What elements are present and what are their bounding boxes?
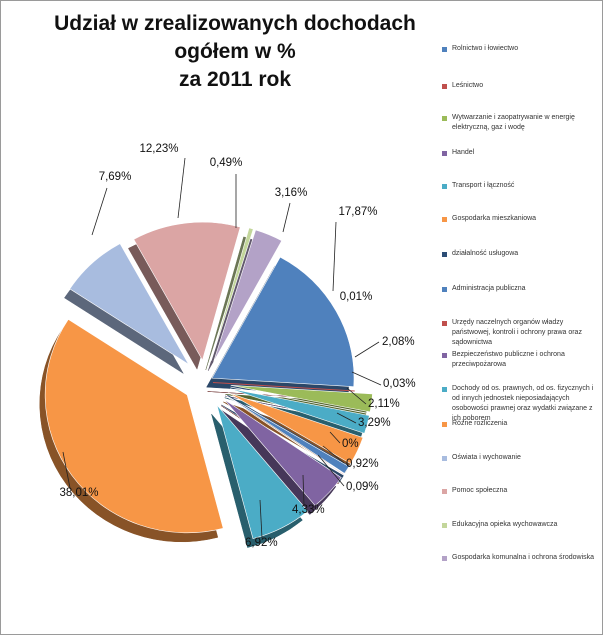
legend-label: Bezpieczeństwo publiczne i ochrona przec…	[452, 351, 565, 368]
legend-label: Oświata i wychowanie	[452, 454, 521, 461]
legend-label: Gospodarka mieszkaniowa	[452, 215, 537, 222]
leader-line	[317, 454, 345, 487]
legend-swatch	[442, 287, 447, 292]
legend-label: Leśnictwo	[452, 82, 484, 89]
data-label: 0,03%	[383, 378, 416, 390]
legend-label: Edukacyjna opieka wychowawcza	[452, 521, 558, 528]
data-label: 38,01%	[59, 487, 98, 499]
data-label: 7,69%	[99, 171, 132, 183]
pie-slice-10	[223, 399, 342, 506]
legend-swatch	[442, 387, 447, 392]
legend-swatch	[442, 456, 447, 461]
legend-swatch	[442, 489, 447, 494]
data-label: 12,23%	[139, 143, 178, 155]
leader-line	[91, 187, 108, 236]
chart-legend: Rolnictwo i łowiectwo Leśnictwo Wytwarzani…	[442, 40, 602, 600]
legend-label: Transport i łączność	[452, 182, 515, 189]
legend-swatch	[442, 217, 447, 222]
leader-line	[351, 371, 382, 386]
pie-slice-15	[210, 227, 254, 361]
data-label: 17,87%	[338, 206, 377, 218]
chart-title: Udział w zrealizowanych dochodach ogółem…	[54, 12, 416, 91]
data-label: 2,11%	[368, 398, 400, 410]
legend-label: Pomoc społeczna	[452, 487, 508, 494]
data-label: 3,16%	[275, 187, 308, 199]
legend-label: Wytwarzanie i zaopatrywanie w energię el…	[452, 114, 575, 131]
legend-label: Handel	[452, 149, 475, 156]
leader-line	[329, 431, 341, 444]
data-label: 0%	[342, 438, 359, 450]
pie-slice-9	[226, 396, 345, 476]
legend-label: Urzędy naczelnych organów władzy państwo…	[452, 319, 582, 346]
leader-line	[259, 499, 263, 539]
pie-slice-12	[44, 318, 224, 534]
pie-slice-11	[216, 404, 309, 539]
leader-line	[332, 221, 337, 292]
pie-slice-6	[228, 392, 364, 465]
legend-swatch	[442, 321, 447, 326]
legend-swatch	[442, 422, 447, 427]
data-label: 4,33%	[292, 504, 325, 516]
legend-label: Administracja publiczna	[452, 285, 526, 292]
leader-line	[346, 387, 367, 405]
leader-line	[177, 157, 186, 219]
pie-slice-5	[230, 388, 370, 434]
leader-line	[302, 474, 305, 506]
pie-slice-4	[230, 386, 371, 415]
pie-slice-16	[213, 229, 283, 362]
legend-swatch	[442, 116, 447, 121]
legend-swatch	[442, 353, 447, 358]
leader-line	[62, 451, 71, 489]
legend-label: Dochody od os. prawnych, od os. fizyczny…	[452, 385, 594, 422]
legend-label: działalność usługowa	[452, 250, 519, 257]
pie-slice-7	[227, 394, 350, 467]
pie-slice-8	[226, 395, 350, 474]
pie-slice-2	[212, 381, 355, 392]
pie-slice-13	[69, 243, 189, 365]
legend-swatch	[442, 523, 447, 528]
legend-swatch	[442, 151, 447, 156]
data-label: 2,08%	[382, 336, 415, 348]
data-label: 0,09%	[346, 481, 379, 493]
pie-chart: 17,87% 0,01% 2,08% 0,03% 2,11% 3,29% 0% 0,92% 0,…	[39, 143, 416, 549]
pie-slice-14	[133, 221, 241, 361]
data-label: 0,01%	[340, 291, 373, 303]
leader-line	[354, 341, 380, 358]
legend-label: Różne rozliczenia	[452, 420, 508, 427]
leader-line	[322, 445, 345, 464]
legend-swatch	[442, 84, 447, 89]
pie-top-layer	[44, 221, 373, 539]
legend-label: Rolnictwo i łowiectwo	[452, 45, 519, 52]
legend-swatch	[442, 47, 447, 52]
legend-label: Gospodarka komunalna i ochrona środowisk…	[452, 554, 595, 561]
data-label: 6,92%	[245, 537, 278, 549]
data-label: 0,49%	[210, 157, 243, 169]
leader-line	[336, 412, 357, 424]
pie-labels: 17,87% 0,01% 2,08% 0,03% 2,11% 3,29% 0% 0,92% 0,…	[59, 143, 415, 549]
legend-swatch	[442, 252, 447, 257]
data-label: 0,92%	[346, 458, 379, 470]
pie-slice-3	[230, 385, 373, 413]
legend-swatch	[442, 184, 447, 189]
legend-swatch	[442, 556, 447, 561]
leader-line	[282, 202, 291, 233]
data-label: 3,29%	[358, 417, 391, 429]
